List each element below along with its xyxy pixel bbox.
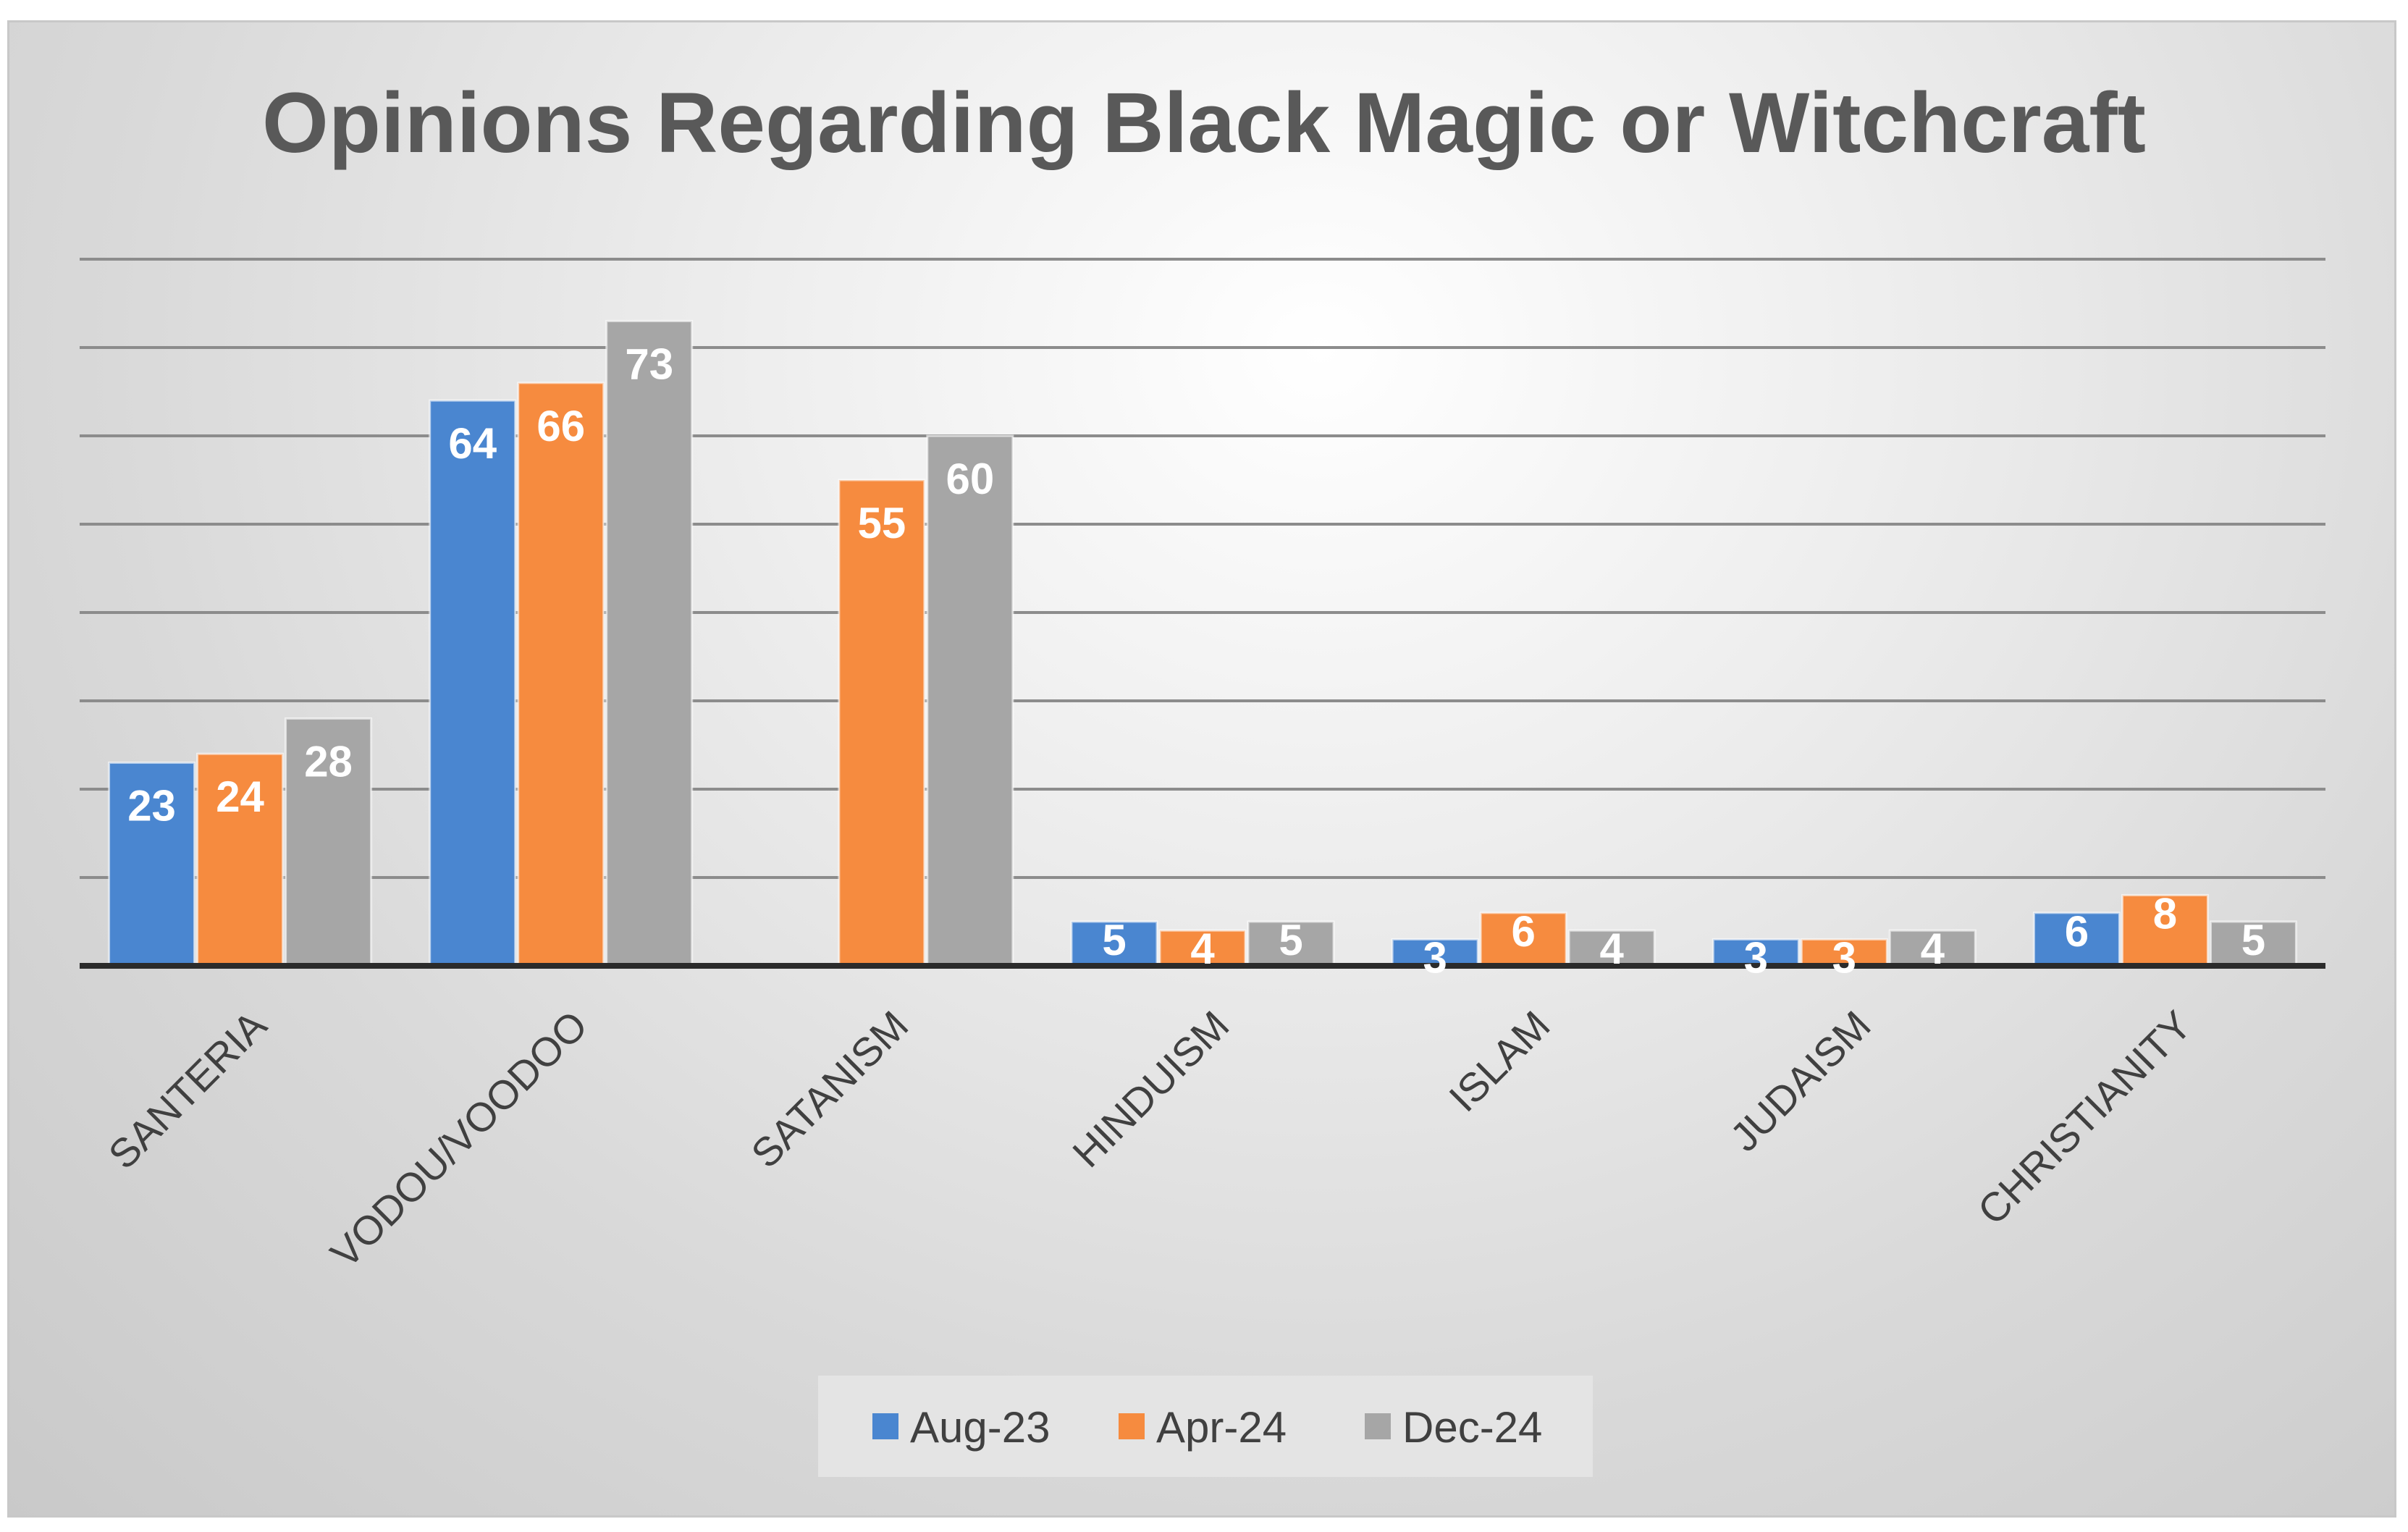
bar [1567,929,1656,967]
data-label: 3 [1744,933,1768,982]
chart-title: Opinions Regarding Black Magic or Witchc… [262,75,2146,171]
x-tick-label: ISLAM [1440,1002,1558,1120]
bar [838,479,926,967]
legend-box [818,1376,1593,1477]
data-label: 3 [1423,933,1447,982]
data-label: 8 [2153,889,2177,938]
legend-label: Apr-24 [1156,1403,1287,1452]
x-axis-ticks: SANTERIA VODOU/VOODOO SATANISM HINDUISM ISLA… [99,1001,2199,1276]
bars [80,319,2325,969]
data-label: 28 [304,737,353,786]
x-tick-label: SANTERIA [99,1001,275,1177]
data-label: 23 [127,781,176,830]
x-tick-label: VODOU/VOODOO [321,1002,596,1276]
data-label: 64 [448,419,497,468]
data-label: 4 [1599,925,1624,973]
data-label: 4 [1190,925,1215,973]
bar [196,752,285,967]
legend-label: Aug-23 [910,1403,1050,1452]
data-label: 66 [536,402,585,450]
data-label: 4 [1921,925,1945,973]
data-label: 5 [1102,916,1126,964]
bar [1247,920,1335,967]
chart-frame [7,20,2396,1518]
data-label: 6 [2065,907,2089,956]
bar [605,319,694,967]
x-tick-label: HINDUISM [1064,1002,1237,1176]
data-label: 3 [1832,933,1856,982]
legend-label: Dec-24 [1402,1403,1542,1452]
x-tick-label: CHRISTIANITY [1969,1002,2200,1234]
data-label: 6 [1511,907,1535,956]
x-tick-label: JUDAISM [1721,1002,1879,1160]
bar [429,399,517,967]
legend: Aug-23 Apr-24 Dec-24 [818,1376,1593,1477]
bar [285,717,373,967]
bar [1158,929,1247,967]
legend-swatch [1365,1413,1391,1439]
bar [926,434,1014,967]
gridlines [80,258,2325,879]
data-label: 5 [1279,916,1302,964]
x-tick-label: SATANISM [742,1002,917,1177]
bar [1391,938,1479,967]
data-label: 24 [216,773,264,821]
data-label: 60 [946,455,994,503]
bar [2121,893,2209,967]
bar [2032,912,2121,967]
data-label: 73 [625,340,673,388]
bar [517,382,605,967]
legend-swatch [1119,1413,1145,1439]
legend-swatch [872,1413,898,1439]
data-label: 55 [857,499,906,547]
data-label: 5 [2241,916,2265,964]
